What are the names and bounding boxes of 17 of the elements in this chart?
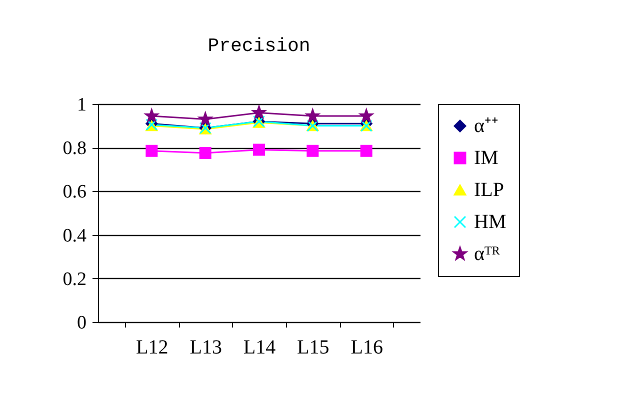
y-tick-label: 0.2 xyxy=(62,268,86,290)
legend-label: αᵀᴿ xyxy=(474,243,501,265)
legend-label: α⁺⁺ xyxy=(474,115,498,137)
legend-label: ILP xyxy=(474,179,504,201)
chart-title: Precision xyxy=(208,35,310,57)
legend-label: IM xyxy=(474,147,499,169)
y-tick-label: 0.8 xyxy=(62,138,86,160)
x-tick-label: L12 xyxy=(136,336,168,358)
legend-label: HM xyxy=(474,211,506,233)
x-tick-label: L16 xyxy=(350,336,383,358)
x-tick-label: L15 xyxy=(297,336,330,358)
y-tick-label: 0.6 xyxy=(62,182,86,203)
x-tick-label: L14 xyxy=(243,336,276,358)
y-tick-label: 0 xyxy=(77,312,86,334)
y-tick-label: 1 xyxy=(77,94,86,116)
y-tick-label: 0.4 xyxy=(62,225,87,246)
x-tick-label: L13 xyxy=(190,336,222,358)
